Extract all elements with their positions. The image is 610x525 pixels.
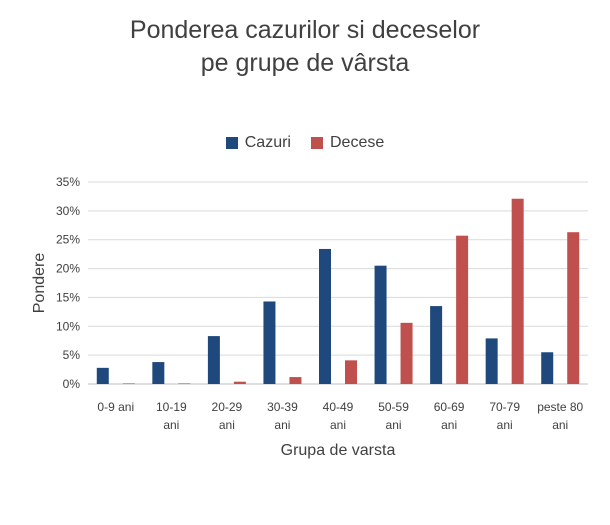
bar-decese-6 (456, 235, 469, 384)
x-tick-label: ani (274, 418, 290, 432)
bar-cazuri-6 (430, 306, 443, 384)
legend-label-decese: Decese (329, 134, 385, 151)
bar-cazuri-5 (374, 265, 387, 384)
bar-cazuri-0 (96, 367, 109, 384)
x-tick-label: ani (163, 418, 179, 432)
chart-legend: Cazuri Decese (0, 134, 610, 152)
x-tick-label: ani (441, 418, 457, 432)
x-tick-label: 40-49 (323, 400, 354, 414)
chart-title: Ponderea cazurilor si deceselor pe grupe… (0, 14, 610, 80)
x-tick-label: 50-59 (378, 400, 409, 414)
legend-swatch-decese (310, 137, 323, 149)
y-tick-label: 0% (63, 377, 81, 391)
x-tick-label: 10-19 (156, 400, 187, 414)
chart-title-line-2: pe grupe de vârsta (200, 49, 410, 77)
x-tick-label: 30-39 (267, 400, 298, 414)
x-tick-label: 20-29 (212, 400, 243, 414)
x-tick-label: ani (386, 418, 402, 432)
bar-cazuri-8 (541, 352, 554, 384)
legend-label-cazuri: Cazuri (244, 134, 291, 151)
y-tick-label: 20% (56, 262, 80, 276)
bar-decese-2 (233, 381, 246, 384)
bar-decese-8 (567, 232, 580, 384)
bar-decese-3 (289, 377, 302, 384)
bar-decese-7 (511, 198, 524, 384)
x-tick-label: 70-79 (489, 400, 520, 414)
legend-item-cazuri: Cazuri (225, 134, 291, 152)
legend-swatch-cazuri (225, 137, 238, 149)
bar-cazuri-1 (152, 362, 165, 384)
y-tick-label: 35% (56, 175, 80, 189)
bar-cazuri-7 (485, 338, 498, 384)
bar-cazuri-3 (263, 301, 276, 384)
y-tick-label: 10% (56, 319, 80, 333)
x-tick-label: 0-9 ani (97, 400, 134, 414)
legend-item-decese: Decese (310, 134, 385, 152)
x-tick-label: 60-69 (434, 400, 465, 414)
bar-cazuri-4 (319, 248, 331, 384)
x-axis-label: Grupa de varsta (281, 442, 396, 459)
bar-decese-1 (178, 383, 191, 384)
y-tick-label: 30% (56, 204, 80, 218)
y-tick-label: 5% (63, 348, 81, 362)
x-tick-label: ani (219, 418, 235, 432)
x-tick-label: ani (552, 418, 568, 432)
y-axis-label: Pondere (31, 253, 48, 314)
bar-decese-0 (122, 383, 135, 384)
y-tick-label: 25% (56, 233, 80, 247)
x-tick-label: ani (330, 418, 346, 432)
bar-cazuri-2 (207, 336, 220, 384)
x-tick-label: peste 80 (537, 400, 583, 414)
bar-decese-4 (345, 360, 357, 384)
x-tick-label: ani (497, 418, 513, 432)
y-tick-label: 15% (56, 290, 80, 304)
chart-title-line-1: Ponderea cazurilor si deceselor (129, 16, 481, 44)
bar-decese-5 (400, 322, 413, 384)
